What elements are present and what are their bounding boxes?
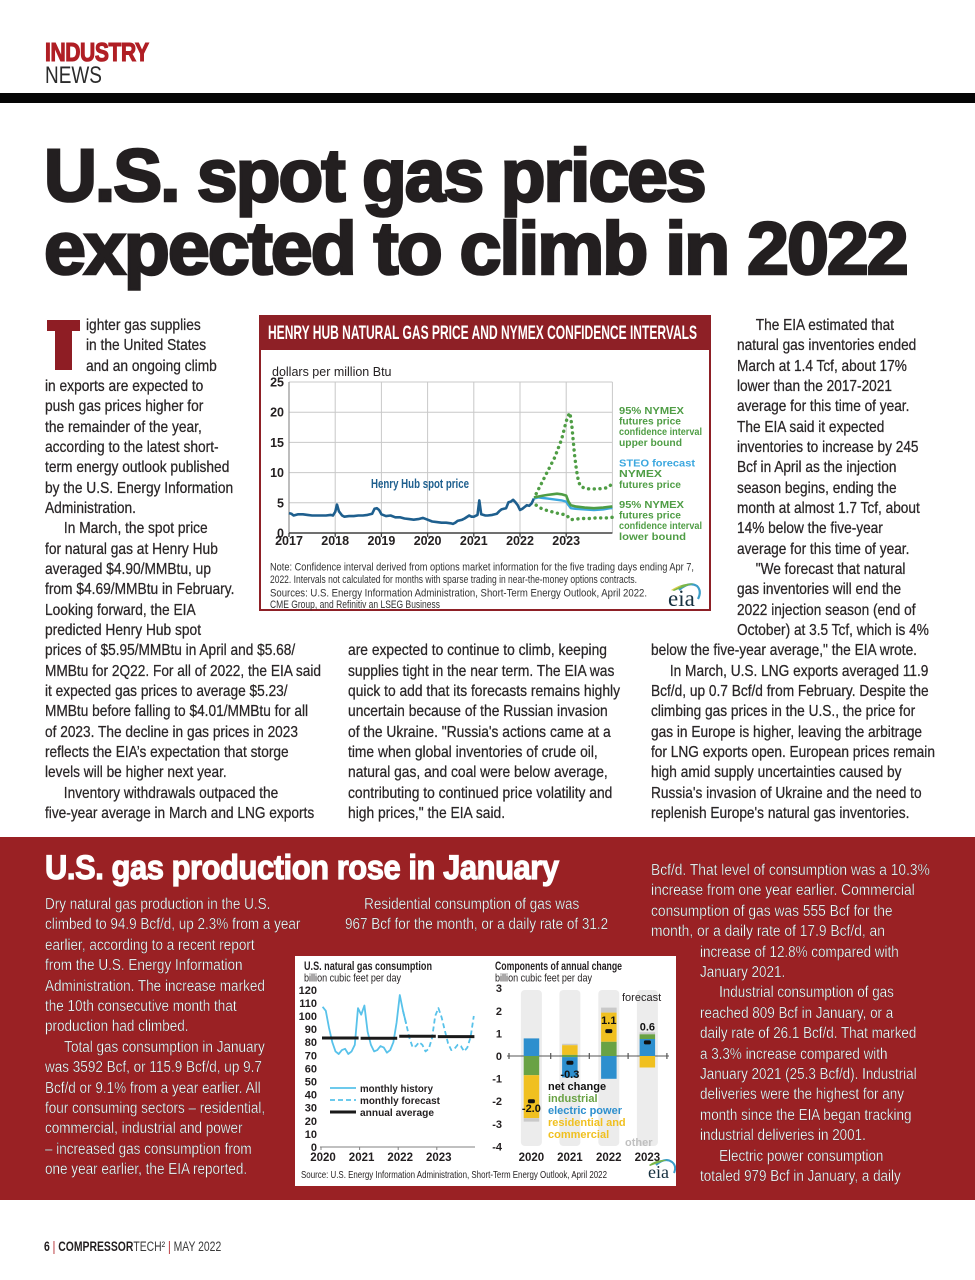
svg-text:0.6: 0.6 [640, 1021, 655, 1033]
svg-text:industrial: industrial [548, 1093, 598, 1105]
svg-text:monthly history: monthly history [360, 1083, 433, 1095]
svg-text:electric power: electric power [548, 1105, 623, 1117]
svg-text:billion cubic feet per day: billion cubic feet per day [304, 973, 401, 985]
svg-text:2019: 2019 [367, 534, 395, 548]
svg-text:other: other [625, 1137, 653, 1149]
svg-text:billion cubic feet per day: billion cubic feet per day [495, 973, 592, 985]
svg-text:1: 1 [496, 1028, 502, 1040]
svg-text:0: 0 [496, 1051, 502, 1063]
svg-text:60: 60 [305, 1063, 317, 1075]
svg-text:25: 25 [270, 376, 284, 390]
svg-text:20: 20 [270, 406, 284, 420]
svg-text:U.S. natural gas consumption: U.S. natural gas consumption [304, 961, 432, 973]
svg-text:15: 15 [270, 436, 284, 450]
svg-text:futures price: futures price [619, 510, 681, 522]
svg-text:1.1: 1.1 [601, 1015, 616, 1027]
svg-text:80: 80 [305, 1037, 317, 1049]
svg-text:90: 90 [305, 1024, 317, 1036]
svg-text:2023: 2023 [635, 1152, 661, 1164]
svg-text:confidence interval: confidence interval [619, 426, 702, 438]
svg-text:10: 10 [270, 466, 284, 480]
svg-text:2023: 2023 [552, 534, 580, 548]
svg-text:95% NYMEX: 95% NYMEX [619, 405, 684, 417]
svg-text:Source: U.S. Energy Informatio: Source: U.S. Energy Information Administ… [301, 1170, 607, 1181]
svg-text:2017: 2017 [275, 534, 303, 548]
svg-text:2021: 2021 [557, 1152, 583, 1164]
svg-text:Components of annual change: Components of annual change [495, 961, 622, 973]
svg-text:Henry Hub spot price: Henry Hub spot price [371, 476, 469, 491]
svg-text:2020: 2020 [519, 1152, 545, 1164]
svg-text:annual average: annual average [360, 1107, 434, 1119]
svg-text:2: 2 [496, 1006, 502, 1018]
svg-text:20: 20 [305, 1116, 317, 1128]
svg-text:Sources: U.S. Energy Informati: Sources: U.S. Energy Information Adminis… [270, 588, 647, 600]
svg-text:30: 30 [305, 1103, 317, 1115]
svg-text:95% NYMEX: 95% NYMEX [619, 499, 684, 511]
svg-text:10: 10 [305, 1129, 317, 1141]
svg-text:70: 70 [305, 1050, 317, 1062]
svg-text:110: 110 [299, 998, 317, 1010]
svg-text:5: 5 [277, 496, 284, 510]
svg-text:3: 3 [496, 983, 502, 995]
svg-text:commercial: commercial [548, 1129, 609, 1141]
svg-text:-4: -4 [492, 1141, 503, 1153]
svg-text:-2: -2 [492, 1096, 502, 1108]
svg-text:2021: 2021 [460, 534, 488, 548]
svg-text:lower bound: lower bound [619, 531, 686, 543]
svg-text:monthly forecast: monthly forecast [360, 1095, 440, 1107]
svg-text:2023: 2023 [426, 1152, 452, 1164]
svg-text:2020: 2020 [414, 534, 442, 548]
svg-text:2022: 2022 [387, 1152, 413, 1164]
svg-text:futures price: futures price [619, 479, 681, 491]
svg-text:Note: Confidence interval deri: Note: Confidence interval derived from o… [270, 562, 694, 574]
svg-text:50: 50 [305, 1077, 317, 1089]
svg-text:2018: 2018 [321, 534, 349, 548]
svg-text:upper bound: upper bound [619, 437, 682, 449]
svg-text:0: 0 [277, 527, 284, 541]
svg-text:120: 120 [299, 985, 317, 997]
svg-text:residential and: residential and [548, 1117, 626, 1129]
svg-text:NYMEX: NYMEX [619, 468, 662, 480]
svg-text:100: 100 [299, 1011, 317, 1023]
svg-text:forecast: forecast [622, 992, 661, 1004]
svg-text:2020: 2020 [310, 1152, 336, 1164]
svg-text:-3: -3 [492, 1119, 502, 1131]
svg-text:40: 40 [305, 1090, 317, 1102]
svg-text:-1: -1 [492, 1074, 502, 1086]
svg-text:eia: eia [648, 1162, 669, 1182]
svg-text:futures price: futures price [619, 416, 681, 428]
svg-text:-2.0: -2.0 [522, 1103, 541, 1115]
svg-text:0: 0 [311, 1142, 317, 1154]
svg-text:2021: 2021 [349, 1152, 375, 1164]
svg-text:STEO forecast: STEO forecast [619, 458, 696, 470]
svg-text:2022: 2022 [596, 1152, 622, 1164]
svg-text:confidence interval: confidence interval [619, 520, 702, 532]
svg-text:CME Group, and Refinitiv an LS: CME Group, and Refinitiv an LSEG Busines… [270, 599, 440, 611]
svg-text:2022: 2022 [506, 534, 534, 548]
svg-text:net change: net change [548, 1081, 606, 1093]
svg-text:dollars per million Btu: dollars per million Btu [272, 365, 392, 379]
svg-text:2022. Intervals not calculated: 2022. Intervals not calculated for month… [270, 574, 637, 586]
svg-text:-0.3: -0.3 [560, 1069, 579, 1081]
